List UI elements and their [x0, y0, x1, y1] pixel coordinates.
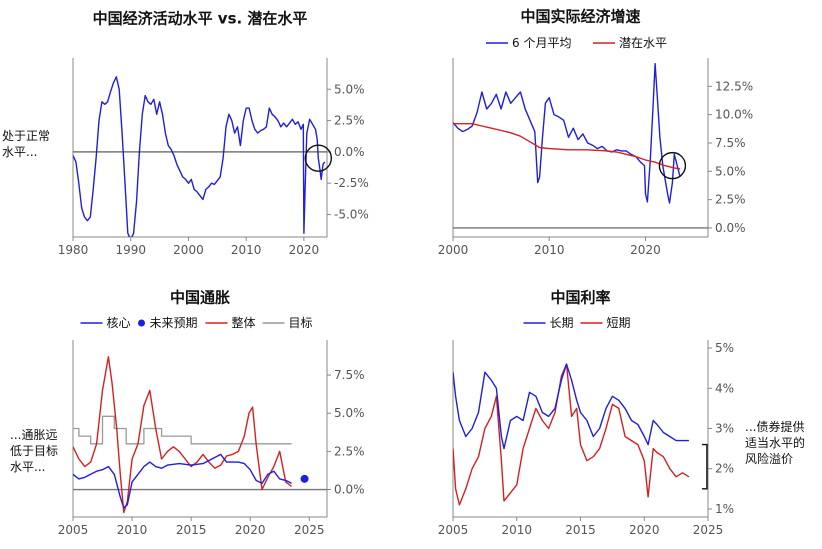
activity-xtick-label: 2010: [231, 243, 262, 257]
inflation-series-目标: [73, 415, 292, 445]
activity-ytick-label: -5.0%: [334, 207, 369, 221]
growth-xtick-label: 2000: [438, 243, 469, 257]
inflation-series-核心: [73, 453, 292, 509]
rates-ytick-label: 4%: [715, 381, 734, 395]
inflation-xtick-label: 2020: [235, 523, 266, 537]
rates-xtick-label: 2010: [501, 523, 532, 537]
rates-ytick-label: 1%: [715, 502, 734, 516]
activity-ytick-label: 5.0%: [334, 82, 365, 96]
inflation-title: 中国通胀: [170, 289, 230, 307]
note-inflation-line-3: 水平...: [10, 460, 46, 474]
growth-ytick-label: 10.0%: [715, 108, 753, 122]
inflation-legend-label: 核心: [107, 316, 131, 330]
rates-xtick-label: 2020: [629, 523, 660, 537]
rates-ytick-label: 2%: [715, 462, 734, 476]
note-inflation-line-1: ...通胀远: [10, 428, 58, 442]
growth-ytick-label: 2.5%: [715, 193, 746, 207]
inflation-forecast-point: [300, 474, 309, 483]
growth-xtick-label: 2020: [630, 243, 661, 257]
growth-ytick-label: 12.5%: [715, 79, 753, 93]
inflation-ytick-label: 0.0%: [334, 483, 365, 497]
note-inflation-line-2: 低于目标: [10, 444, 59, 458]
inflation-legend-label: 未来预期: [150, 316, 198, 330]
activity-xtick-label: 2020: [289, 243, 320, 257]
rates-xtick-label: 2005: [438, 523, 469, 537]
rates-xtick-label: 2025: [693, 523, 724, 537]
note-rates-line-2: 适当水平的: [745, 436, 806, 450]
growth-legend-label: 潜在水平: [619, 36, 667, 50]
activity-ytick-label: -2.5%: [334, 176, 369, 190]
activity-xtick-label: 1980: [58, 243, 89, 257]
inflation-series-整体: [73, 356, 293, 514]
inflation-xtick-label: 2015: [176, 523, 207, 537]
inflation-legend-label: 目标: [289, 316, 313, 330]
rates-bracket: [701, 443, 708, 490]
note-inflation: ...通胀远 低于目标 水平...: [10, 427, 58, 475]
rates-series-长期: [453, 363, 689, 450]
growth-title: 中国实际经济增速: [520, 8, 640, 26]
inflation-legend-label: 整体: [232, 315, 256, 330]
inflation-ytick-label: 5.0%: [334, 406, 365, 420]
growth-series-6 个月平均: [453, 63, 681, 204]
rates-series-短期: [453, 363, 690, 506]
activity-xtick-label: 1990: [115, 243, 146, 257]
inflation-xtick-label: 2025: [294, 523, 325, 537]
activity-highlight-circle: [304, 144, 333, 172]
inflation-xtick-label: 2005: [58, 523, 89, 537]
growth-legend-label: 6 个月平均: [512, 36, 571, 50]
growth-ytick-label: 0.0%: [715, 221, 746, 235]
activity-xtick-label: 2000: [173, 243, 204, 257]
note-activity-line-2: 水平...: [2, 145, 38, 159]
activity-series-line: [73, 76, 326, 237]
note-activity: 处于正常 水平...: [2, 128, 50, 160]
note-rates: ...债券提供 适当水平的 风险溢价: [745, 419, 805, 467]
activity-title: 中国经济活动水平 vs. 潜在水平: [93, 10, 308, 28]
rates-title: 中国利率: [550, 289, 610, 307]
inflation-ytick-label: 2.5%: [334, 444, 365, 458]
growth-xtick-label: 2010: [534, 243, 565, 257]
rates-xtick-label: 2015: [565, 523, 596, 537]
note-rates-line-3: 风险溢价: [745, 452, 794, 466]
inflation-legend-dot: [138, 319, 145, 327]
rates-legend-label: 长期: [550, 316, 574, 330]
inflation-xtick-label: 2010: [117, 523, 148, 537]
growth-ytick-label: 7.5%: [715, 136, 746, 150]
growth-series-潜在水平: [453, 122, 681, 170]
rates-ytick-label: 3%: [715, 422, 734, 436]
activity-ytick-label: 2.5%: [334, 114, 365, 128]
growth-ytick-label: 5.0%: [715, 164, 746, 178]
note-activity-line-1: 处于正常: [2, 129, 51, 143]
inflation-ytick-label: 7.5%: [334, 368, 365, 382]
growth-highlight-circle: [658, 151, 687, 180]
activity-ytick-label: 0.0%: [334, 145, 365, 159]
note-rates-line-1: ...债券提供: [745, 420, 805, 434]
rates-legend-label: 短期: [607, 316, 631, 330]
rates-ytick-label: 5%: [715, 341, 734, 355]
